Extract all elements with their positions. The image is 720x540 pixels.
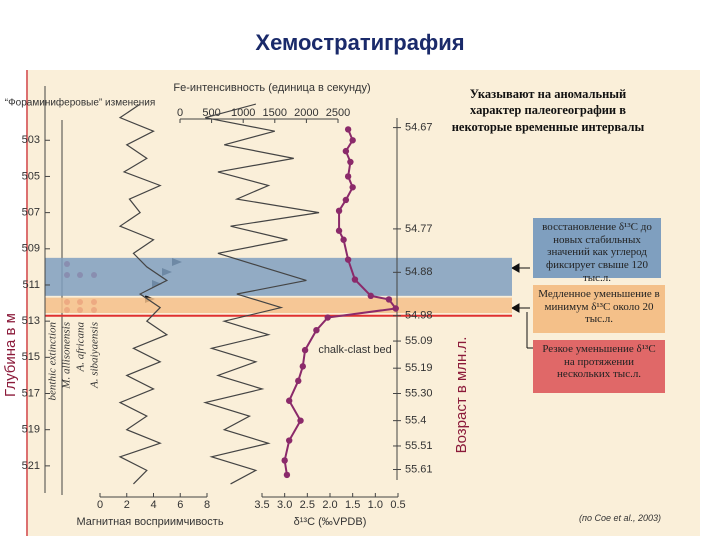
x-axis-title: Fe-интенсивность (единица в секунду) xyxy=(173,82,370,94)
x-tick-label: 2500 xyxy=(326,107,350,119)
band xyxy=(45,297,512,314)
y2-tick-label: 55.09 xyxy=(405,335,433,347)
chalk-label: chalk-clast bed xyxy=(318,344,391,356)
y-tick-label: 513 xyxy=(22,315,40,327)
data-point xyxy=(297,417,304,424)
data-point xyxy=(349,137,356,144)
data-point xyxy=(313,327,320,334)
x-tick-label: 3.5 xyxy=(254,499,269,511)
y2-tick-label: 55.4 xyxy=(405,415,426,427)
y2-tick-label: 54.98 xyxy=(405,310,433,322)
x-tick-label: 0 xyxy=(177,107,183,119)
x-tick-label: 0.5 xyxy=(390,499,405,511)
foram-title: “Фораминиферовые” изменения xyxy=(5,97,155,109)
y2-tick-label: 54.67 xyxy=(405,122,433,134)
data-point xyxy=(367,292,374,300)
foram-label: benthic extinction xyxy=(47,322,59,401)
y-tick-label: 515 xyxy=(22,351,40,363)
y-axis-title: Глубина в м xyxy=(2,313,19,397)
data-point xyxy=(342,196,350,204)
y-tick-label: 521 xyxy=(22,460,40,472)
callout-arrows xyxy=(510,263,533,349)
y2-tick-label: 55.61 xyxy=(405,463,433,475)
data-point xyxy=(392,305,399,312)
citation: (по Coe et al., 2003) xyxy=(579,513,661,523)
slide-title: Хемостратиграфия xyxy=(255,30,465,55)
y2-tick-label: 55.19 xyxy=(405,362,433,374)
y-tick-label: 505 xyxy=(22,170,40,182)
data-point xyxy=(349,184,356,191)
callout-box: Резкое уменьшение δ¹³C на протяжении нес… xyxy=(533,340,665,393)
data-point xyxy=(301,346,309,354)
data-point xyxy=(283,471,291,479)
x-tick-label: 2.0 xyxy=(322,499,337,511)
y-tick-label: 503 xyxy=(22,134,40,146)
x-tick-label: 3.0 xyxy=(277,499,292,511)
data-point xyxy=(335,207,343,215)
data-point xyxy=(347,158,354,166)
data-point xyxy=(299,363,306,370)
callout-box: Медленное уменьшение в минимум δ¹³C окол… xyxy=(533,285,665,333)
x-tick-label: 2 xyxy=(124,499,130,511)
y2-axis-title: Возраст в млн.л. xyxy=(453,337,470,454)
foram-label: A. africana xyxy=(75,322,87,373)
data-point xyxy=(342,147,350,155)
data-point xyxy=(324,314,331,321)
data-point xyxy=(286,397,293,404)
foram-label: M. allisonensis xyxy=(61,322,73,390)
y-tick-label: 517 xyxy=(22,387,40,399)
x-tick-label: 4 xyxy=(150,499,156,511)
note: Указывают на аномальный характер палеоге… xyxy=(451,87,645,134)
data-line xyxy=(202,103,320,485)
y2-tick-label: 54.88 xyxy=(405,266,433,278)
x-axis-title: Магнитная восприимчивость xyxy=(76,516,223,528)
x-tick-label: 6 xyxy=(177,499,183,511)
band xyxy=(45,257,512,296)
data-point xyxy=(344,173,352,180)
data-line xyxy=(118,103,169,485)
x-tick-label: 500 xyxy=(202,107,220,119)
data-point xyxy=(340,236,347,243)
x-axis-title: δ¹³C (‰VPDB) xyxy=(294,516,367,528)
data-point xyxy=(344,126,352,133)
y-tick-label: 509 xyxy=(22,243,40,255)
x-tick-label: 0 xyxy=(97,499,103,511)
foram-label: A. sibaiyaensis xyxy=(89,322,101,389)
y-tick-label: 511 xyxy=(22,279,40,291)
x-tick-label: 2.5 xyxy=(300,499,315,511)
x-tick-label: 1.5 xyxy=(345,499,360,511)
y-tick-label: 507 xyxy=(22,207,40,219)
y2-tick-label: 55.30 xyxy=(405,387,433,399)
data-point xyxy=(281,457,288,464)
data-point xyxy=(286,437,293,444)
y-tick-label: 519 xyxy=(22,424,40,436)
data-point xyxy=(351,276,359,283)
callout-box: восстановление δ¹³C до новых стабильных … xyxy=(533,218,661,284)
x-tick-label: 1000 xyxy=(231,107,255,119)
data-point xyxy=(385,296,393,303)
x-tick-label: 2000 xyxy=(294,107,318,119)
data-point xyxy=(344,256,352,263)
x-tick-label: 1500 xyxy=(263,107,287,119)
x-tick-label: 1.0 xyxy=(368,499,383,511)
data-point xyxy=(335,227,343,234)
y2-tick-label: 55.51 xyxy=(405,440,433,452)
x-tick-label: 8 xyxy=(204,499,210,511)
y2-tick-label: 54.77 xyxy=(405,223,433,235)
data-point xyxy=(295,377,302,385)
